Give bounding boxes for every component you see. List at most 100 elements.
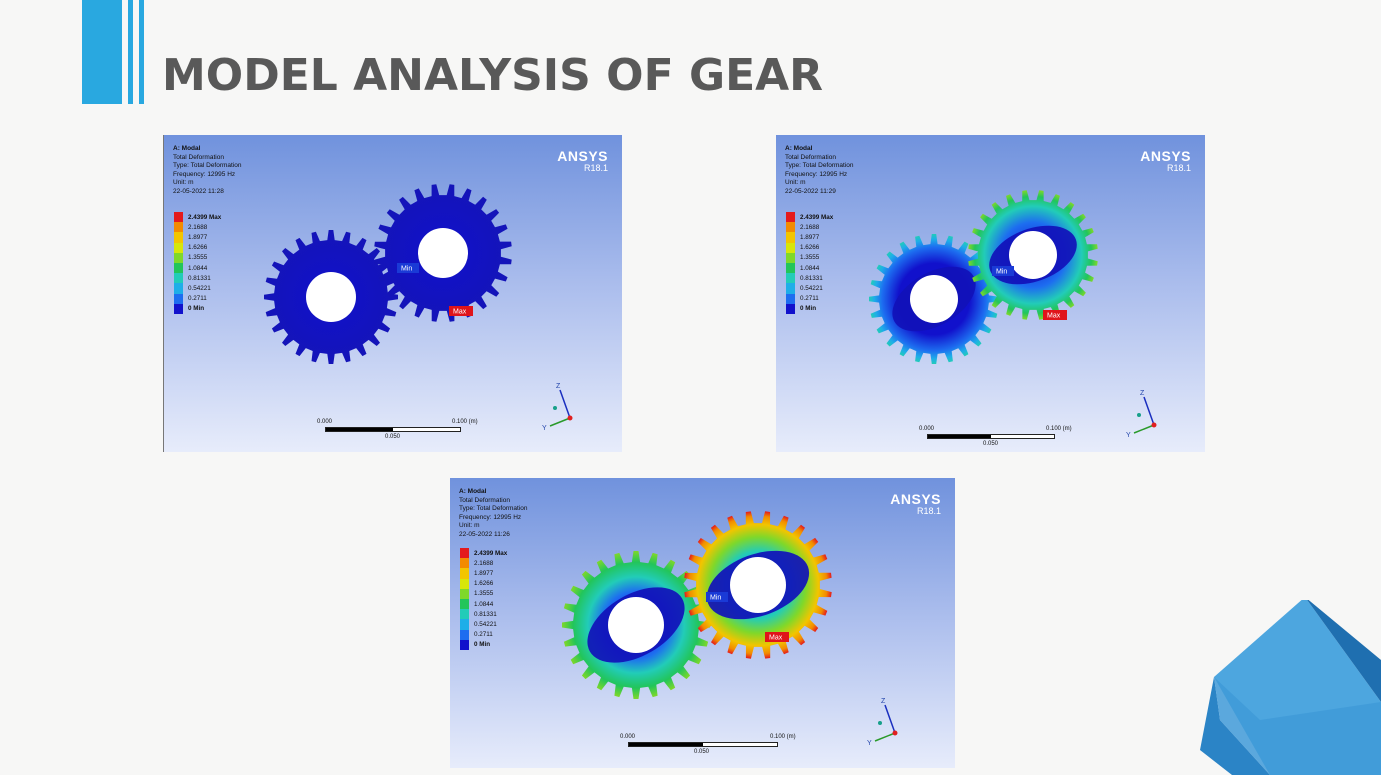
- analysis-name: A: Modal: [785, 145, 813, 152]
- min-probe-tag: Min: [397, 263, 419, 273]
- title-accent-line: [128, 0, 133, 104]
- max-probe-tag: Max: [1043, 310, 1067, 320]
- legend-swatch: [460, 609, 469, 620]
- result-unit: Unit: m: [173, 179, 194, 187]
- result-name: Total Deformation: [785, 153, 836, 161]
- scale-start: 0.000: [317, 419, 333, 425]
- legend-swatch: [174, 303, 183, 314]
- legend-label: 1.3555: [188, 254, 208, 262]
- brand-name: ANSYS: [1140, 148, 1191, 164]
- legend-swatch: [460, 598, 469, 610]
- slide-title: MODEL ANALYSIS OF GEAR: [162, 50, 824, 101]
- svg-text:Min: Min: [996, 269, 1007, 276]
- legend-label: 2.1688: [188, 223, 208, 231]
- ansys-logo: ANSYS R18.1: [557, 149, 608, 173]
- legend-label: 0 Min: [474, 641, 491, 649]
- svg-text:Max: Max: [769, 635, 783, 642]
- brand-version: R18.1: [1166, 163, 1191, 173]
- legend-swatch: [786, 273, 795, 284]
- result-frequency: Frequency: 12995 Hz: [785, 170, 848, 178]
- legend-entry: 0.2711: [460, 629, 507, 640]
- legend-swatch: [460, 558, 469, 569]
- legend-swatch: [460, 639, 469, 650]
- axis-triad: ZY: [542, 383, 573, 432]
- result-frequency: Frequency: 12995 Hz: [173, 170, 236, 178]
- result-type: Type: Total Deformation: [459, 505, 528, 513]
- color-legend: 2.4399 Max 2.1688 1.8977 1.6266 1.3555 1.0844…: [786, 212, 833, 314]
- max-probe-tag: Max: [765, 632, 789, 642]
- svg-text:Y: Y: [1126, 432, 1131, 439]
- legend-entry: 1.8977: [460, 568, 507, 579]
- legend-entry: 0.2711: [786, 293, 833, 304]
- legend-entry: 1.6266: [174, 242, 221, 253]
- axis-triad: ZY: [1126, 390, 1157, 439]
- legend-swatch: [174, 273, 183, 284]
- result-unit: Unit: m: [785, 179, 806, 187]
- ansys-logo: ANSYS R18.1: [890, 492, 941, 516]
- legend-label: 0.2711: [800, 295, 819, 303]
- legend-label: 2.1688: [474, 559, 494, 567]
- gear-bore: [730, 557, 786, 613]
- gear-bore: [910, 275, 958, 323]
- legend-swatch: [174, 252, 183, 263]
- legend-label: 2.4399 Max: [800, 213, 834, 221]
- legend-label: 0.54221: [474, 620, 497, 628]
- legend-label: 1.8977: [474, 569, 494, 577]
- result-timestamp: 22-05-2022 11:29: [785, 187, 836, 195]
- brand-version: R18.1: [916, 506, 941, 516]
- legend-entry: 0.81331: [460, 609, 507, 620]
- legend-entry: 0.54221: [174, 283, 221, 294]
- legend-label: 2.4399 Max: [474, 549, 508, 557]
- svg-text:Max: Max: [453, 309, 467, 316]
- result-timestamp: 22-05-2022 11:28: [173, 187, 224, 195]
- legend-label: 0.54221: [188, 284, 211, 292]
- result-type: Type: Total Deformation: [785, 162, 854, 170]
- legend-swatch: [460, 578, 469, 589]
- legend-entry: 1.8977: [174, 232, 221, 243]
- legend-entry: 0.2711: [174, 293, 221, 304]
- svg-text:Z: Z: [881, 698, 886, 705]
- legend-label: 1.8977: [800, 233, 820, 241]
- legend-entry: 2.4399 Max: [786, 212, 834, 223]
- result-unit: Unit: m: [459, 522, 480, 530]
- legend-label: 0.2711: [188, 295, 207, 303]
- color-legend: 2.4399 Max 2.1688 1.8977 1.6266 1.3555 1.0844…: [174, 212, 221, 314]
- scale-end: 0.100 (m): [770, 734, 796, 740]
- legend-swatch: [460, 629, 469, 640]
- color-legend: 2.4399 Max 2.1688 1.8977 1.6266 1.3555 1.0844…: [460, 548, 507, 650]
- title-accent-block: [82, 0, 122, 104]
- legend-entry: 2.1688: [460, 558, 507, 569]
- corner-facet: [1214, 677, 1381, 775]
- scale-start: 0.000: [620, 734, 636, 740]
- legend-swatch: [786, 262, 795, 274]
- legend-entry: 1.6266: [786, 242, 833, 253]
- legend-label: 1.6266: [474, 580, 494, 588]
- legend-label: 1.0844: [800, 264, 820, 272]
- legend-swatch: [174, 222, 183, 233]
- legend-swatch: [786, 212, 795, 223]
- legend-swatch: [786, 283, 795, 294]
- scale-ruler: [628, 742, 778, 747]
- legend-swatch: [174, 283, 183, 294]
- legend-entry: 1.6266: [460, 578, 507, 589]
- legend-label: 1.6266: [800, 244, 820, 252]
- legend-entry: 1.3555: [460, 588, 507, 599]
- legend-swatch: [786, 232, 795, 243]
- legend-swatch: [786, 293, 795, 304]
- legend-label: 0 Min: [188, 305, 205, 313]
- legend-label: 1.0844: [474, 600, 494, 608]
- result-name: Total Deformation: [459, 496, 510, 504]
- scale-mid: 0.050: [983, 441, 999, 447]
- legend-label: 0 Min: [800, 305, 817, 313]
- brand-version: R18.1: [583, 163, 608, 173]
- legend-label: 1.3555: [800, 254, 820, 262]
- legend-entry: 1.8977: [786, 232, 833, 243]
- ansys-result-panel-3: Min Max Z Y A: Modal Total Deformation Type…: [450, 478, 955, 768]
- gear-bore: [1009, 231, 1057, 279]
- svg-text:Min: Min: [401, 266, 412, 273]
- legend-entry: 2.4399 Max: [460, 548, 508, 559]
- legend-label: 0.81331: [188, 274, 211, 282]
- legend-label: 0.54221: [800, 284, 823, 292]
- title-accent-line: [139, 0, 144, 104]
